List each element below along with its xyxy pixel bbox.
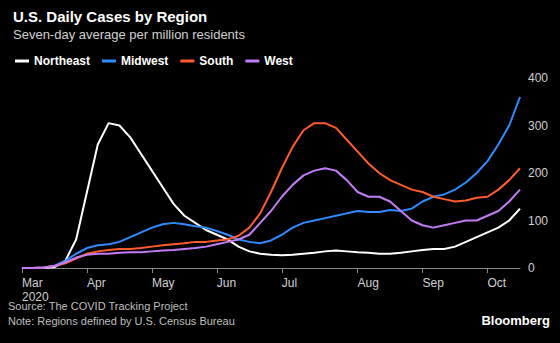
svg-text:Bloomberg: Bloomberg <box>481 313 550 328</box>
svg-text:300: 300 <box>528 119 548 133</box>
svg-text:May: May <box>152 276 175 290</box>
svg-text:U.S. Daily Cases by Region: U.S. Daily Cases by Region <box>13 8 207 25</box>
svg-text:Seven-day average per million: Seven-day average per million residents <box>13 27 245 42</box>
svg-text:South: South <box>199 54 233 68</box>
svg-text:Midwest: Midwest <box>121 54 168 68</box>
svg-text:0: 0 <box>528 261 535 275</box>
svg-text:Jul: Jul <box>282 276 297 290</box>
svg-text:Sep: Sep <box>423 276 445 290</box>
svg-text:100: 100 <box>528 214 548 228</box>
svg-text:400: 400 <box>528 71 548 85</box>
svg-text:Note: Regions defined by U.S.: Note: Regions defined by U.S. Census Bur… <box>8 315 235 327</box>
svg-text:Aug: Aug <box>358 276 379 290</box>
svg-text:200: 200 <box>528 166 548 180</box>
svg-text:Oct: Oct <box>488 276 507 290</box>
svg-text:Source: The COVID Tracking Pro: Source: The COVID Tracking Project <box>8 299 188 312</box>
svg-text:Apr: Apr <box>87 276 106 290</box>
svg-text:Northeast: Northeast <box>34 54 90 68</box>
svg-text:West: West <box>264 54 292 68</box>
svg-text:2020: 2020 <box>22 290 49 304</box>
svg-text:Jun: Jun <box>217 276 236 290</box>
svg-text:Mar: Mar <box>22 276 43 290</box>
